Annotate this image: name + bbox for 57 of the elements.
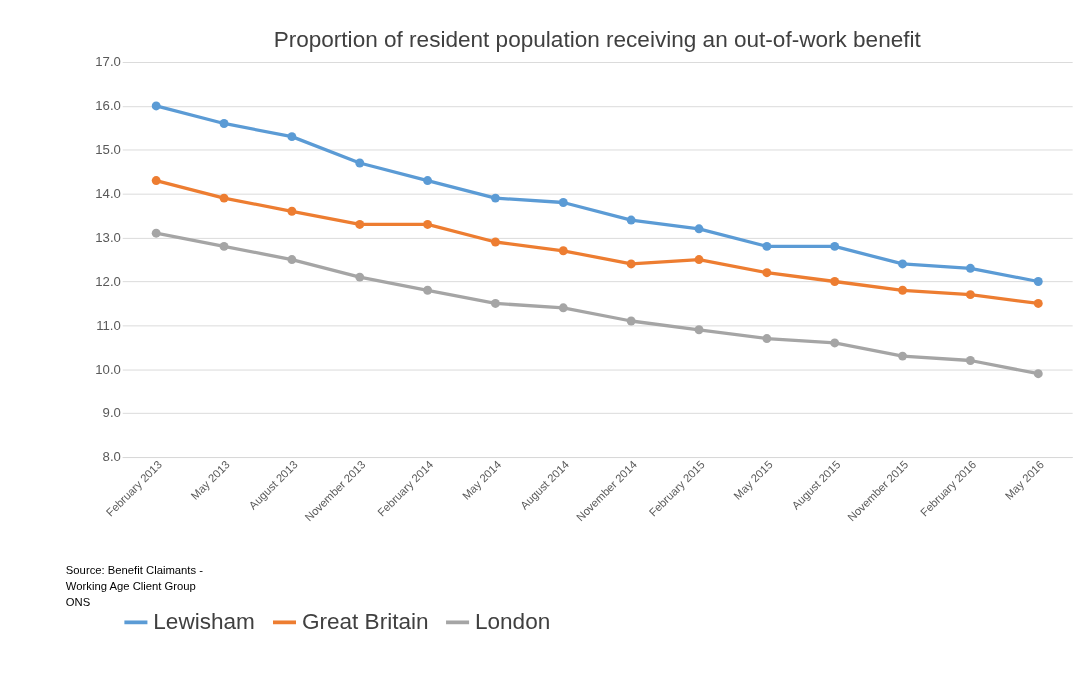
y-tick-label: 12.0 bbox=[95, 273, 121, 289]
point bbox=[694, 325, 704, 335]
point bbox=[898, 259, 908, 269]
point bbox=[965, 356, 975, 365]
point bbox=[423, 285, 433, 295]
point bbox=[694, 255, 704, 264]
point bbox=[151, 176, 161, 185]
point bbox=[694, 224, 704, 234]
point bbox=[219, 119, 229, 128]
point bbox=[830, 277, 840, 286]
point bbox=[830, 241, 840, 251]
point bbox=[762, 241, 772, 251]
point bbox=[898, 285, 908, 295]
legend-label: Lewisham bbox=[153, 608, 255, 634]
y-tick-label: 11.0 bbox=[96, 317, 121, 333]
point bbox=[490, 237, 500, 247]
point bbox=[626, 215, 636, 225]
legend-label: London bbox=[474, 608, 551, 634]
point bbox=[762, 268, 772, 278]
point bbox=[355, 219, 365, 229]
point bbox=[287, 255, 297, 264]
point bbox=[219, 193, 229, 203]
point bbox=[762, 334, 772, 344]
legend-label: Great Britain bbox=[301, 608, 429, 634]
point bbox=[151, 101, 161, 111]
point bbox=[1033, 277, 1043, 286]
y-tick-label: 8.0 bbox=[102, 449, 121, 465]
source-note: Source: Benefit Claimants - Working Age Client Group ONS bbox=[65, 563, 204, 608]
y-tick-label: 10.0 bbox=[95, 361, 121, 377]
point bbox=[626, 316, 636, 326]
y-tick-label: 17.0 bbox=[95, 54, 121, 70]
point bbox=[287, 206, 297, 216]
y-tick-label: 9.0 bbox=[102, 405, 121, 421]
point bbox=[1033, 369, 1043, 379]
point bbox=[219, 241, 229, 251]
point bbox=[965, 263, 975, 273]
point bbox=[558, 198, 568, 207]
point bbox=[558, 246, 568, 256]
y-tick-label: 15.0 bbox=[95, 142, 121, 158]
point bbox=[898, 351, 908, 361]
point bbox=[626, 259, 636, 269]
y-tick-label: 13.0 bbox=[95, 229, 121, 245]
point bbox=[423, 176, 433, 185]
point bbox=[490, 298, 500, 308]
point bbox=[490, 193, 500, 203]
point bbox=[965, 290, 975, 300]
chart-title: Proportion of resident population receiving an out-of-work benefit bbox=[273, 26, 922, 52]
point bbox=[355, 158, 365, 168]
point bbox=[830, 338, 840, 348]
y-tick-label: 16.0 bbox=[95, 98, 121, 114]
y-tick-label: 14.0 bbox=[95, 185, 121, 201]
point bbox=[151, 228, 161, 238]
point bbox=[355, 272, 365, 282]
point bbox=[423, 219, 433, 229]
point bbox=[558, 303, 568, 313]
point bbox=[287, 132, 297, 142]
point bbox=[1033, 298, 1043, 308]
